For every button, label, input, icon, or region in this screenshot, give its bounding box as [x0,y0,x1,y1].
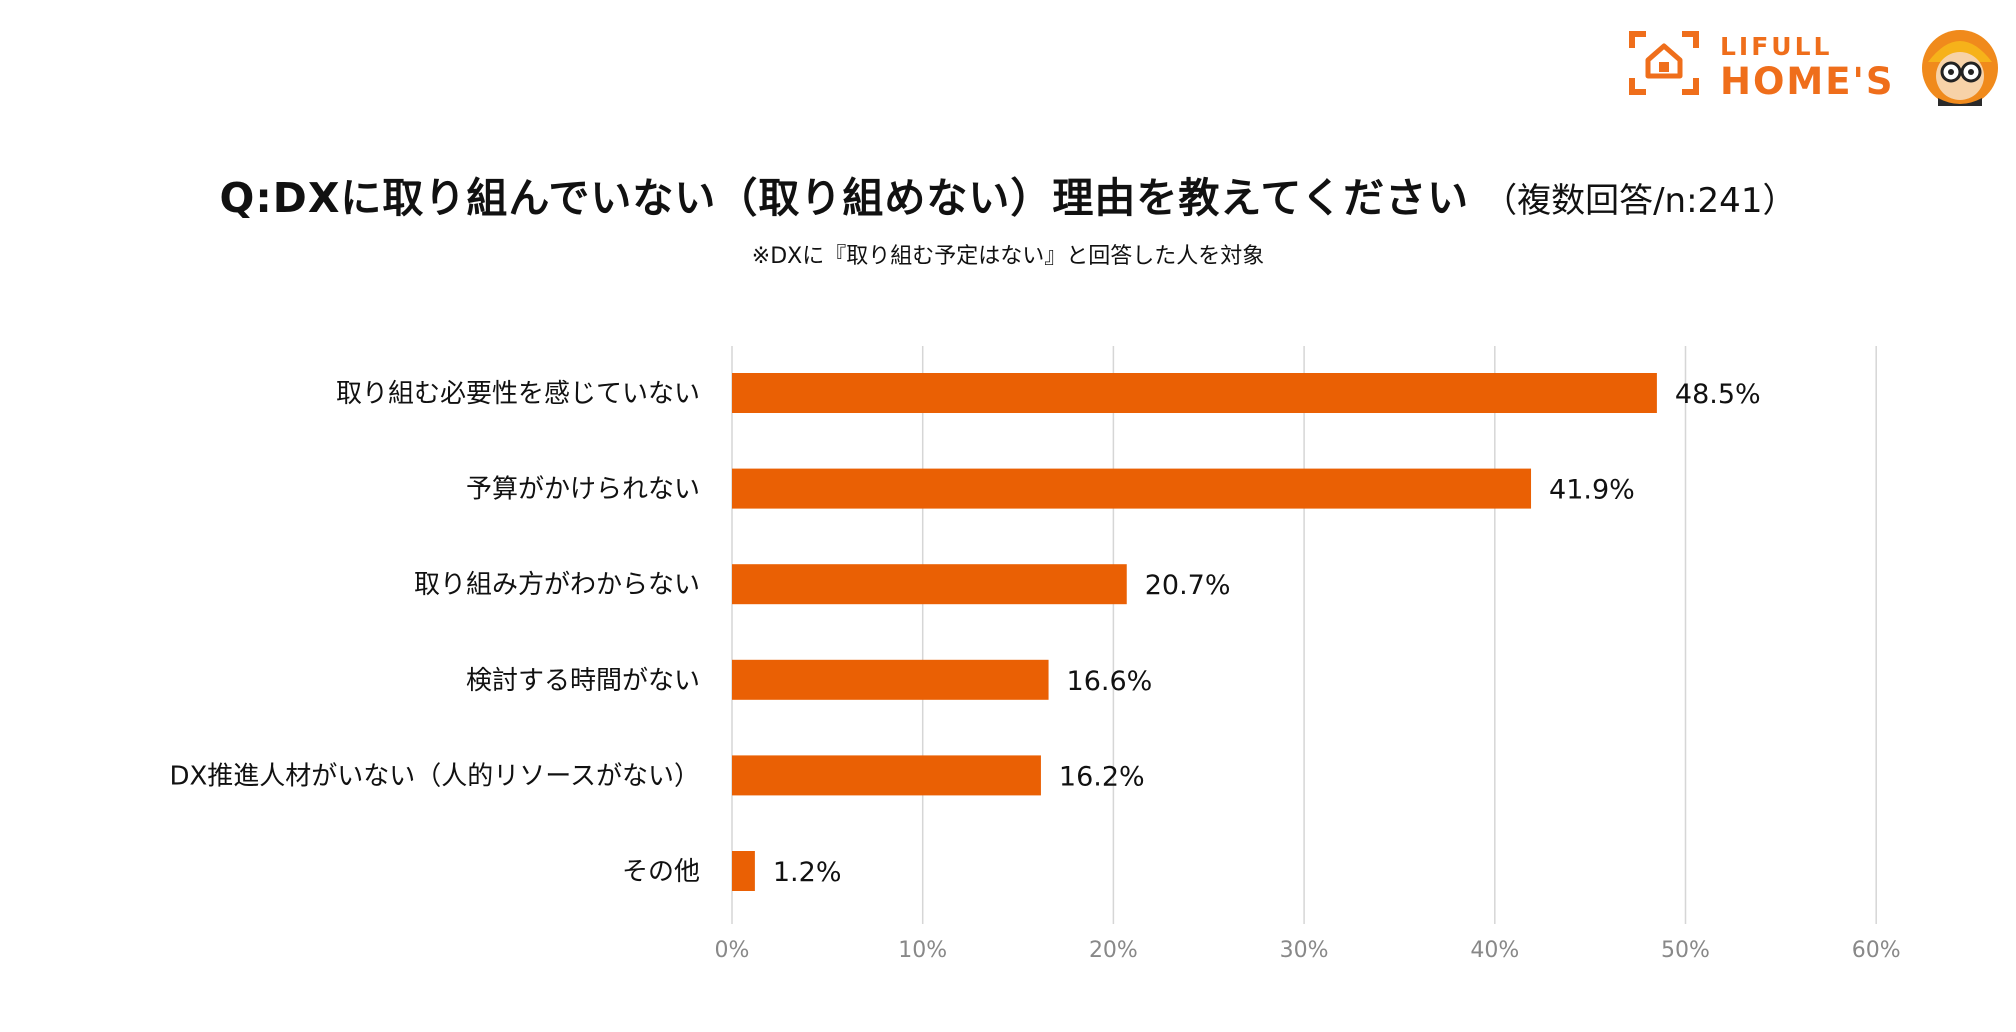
title-text: Q:DXに取り組んでいない（取り組めない）理由を教えてください [219,174,1470,222]
value-label: 20.7% [1145,570,1231,601]
lifull-homes-logo: LIFULL HOME'S [1628,28,2000,110]
bar [732,755,1041,796]
chart-title: Q:DXに取り組んでいない（取り組めない）理由を教えてください （複数回答/n:2… [0,164,2016,224]
bar [732,468,1532,509]
x-tick-label: 60% [1852,938,1901,963]
x-tick-label: 50% [1661,938,1710,963]
category-label: DX推進人材がいない（人的リソースがない） [169,761,700,791]
x-tick-label: 20% [1089,938,1138,963]
bar-row: 検討する時間がない 16.6% [466,659,1153,700]
logo-wordmark: LIFULL HOME'S [1720,34,1895,100]
logo-line-2: HOME'S [1720,60,1895,103]
x-tick-label: 40% [1470,938,1519,963]
logo-line-1: LIFULL [1720,32,1833,61]
mascot-icon [1922,30,1998,106]
bar [732,373,1657,413]
category-label: 取り組み方がわからない [414,570,700,600]
house-logo-icon [1629,31,1699,95]
x-tick-label: 0% [715,938,750,963]
value-label: 48.5% [1675,379,1761,410]
bar [732,851,755,891]
bar [732,659,1049,700]
category-label: 検討する時間がない [466,666,700,696]
x-tick-label: 30% [1280,938,1329,963]
bar-row: 取り組み方がわからない 20.7% [414,564,1231,605]
category-label: その他 [622,857,700,887]
bar [732,564,1127,605]
chart-note: ※DXに『取り組む予定はない』と回答した人を対象 [751,244,1265,269]
value-label: 41.9% [1549,475,1635,506]
category-label: 取り組む必要性を感じていない [336,379,700,409]
bar-row: 予算がかけられない 41.9% [466,468,1635,509]
x-axis-ticks: 0% 10% 20% 30% 40% 50% 60% [715,938,1901,963]
bar-row: 取り組む必要性を感じていない 48.5% [336,373,1761,413]
bar-row: DX推進人材がいない（人的リソースがない） 16.2% [169,755,1145,796]
title-suffix: （複数回答/n:241） [1483,181,1797,221]
category-label: 予算がかけられない [466,475,700,505]
bars: 取り組む必要性を感じていない 48.5% 予算がかけられない 41.9% 取り組み方がわ… [169,373,1761,891]
value-label: 16.6% [1067,666,1153,697]
bar-row: その他 1.2% [622,851,842,891]
x-tick-label: 10% [898,938,947,963]
value-label: 1.2% [773,857,842,888]
value-label: 16.2% [1059,761,1145,792]
grid-lines [731,346,1877,924]
